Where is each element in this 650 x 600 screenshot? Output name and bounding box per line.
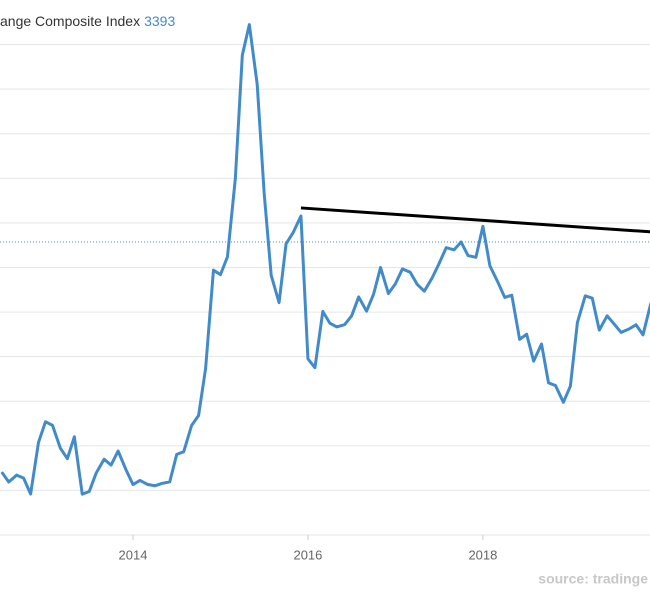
title-text: ange Composite Index	[0, 13, 140, 29]
plot-area	[0, 23, 650, 496]
x-tick-label: 2016	[293, 547, 322, 562]
x-tick-label: 2014	[119, 547, 148, 562]
last-value: 3393	[144, 13, 175, 29]
data-line	[0, 23, 650, 496]
chart-title: ange Composite Index 3393	[0, 13, 175, 29]
x-tick-label: 2018	[468, 547, 497, 562]
grid	[0, 44, 650, 540]
trendline	[300, 206, 650, 234]
source: source: tradinge	[538, 571, 648, 587]
